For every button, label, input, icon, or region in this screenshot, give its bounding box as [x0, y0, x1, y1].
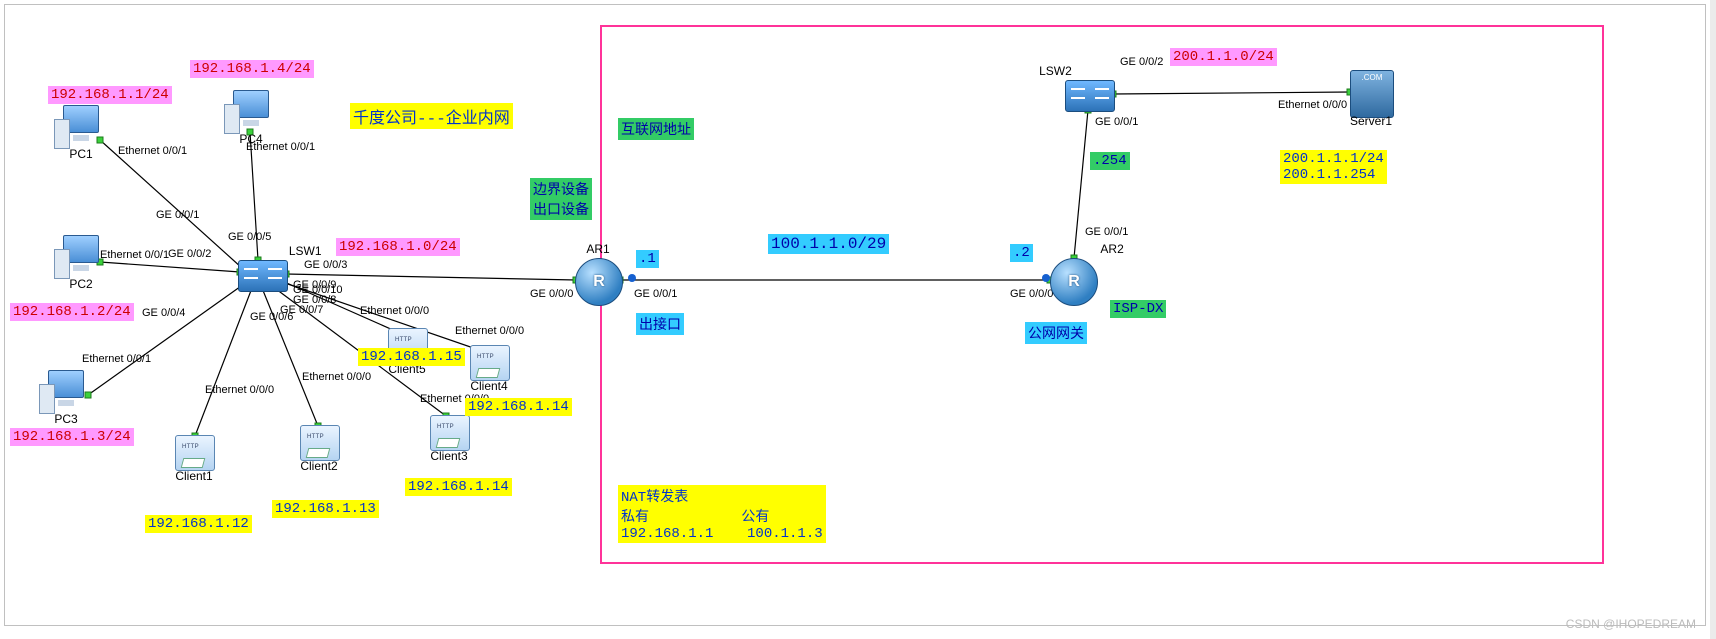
device-label: PC2 — [69, 277, 92, 291]
device-client2[interactable]: Client2 — [300, 425, 338, 459]
tag-edge-device: 边界设备 出口设备 — [530, 178, 592, 220]
tag-pc2-ip: 192.168.1.2/24 — [10, 303, 134, 321]
tag-dot1: .1 — [636, 250, 659, 268]
device-lsw2[interactable]: LSW2 — [1065, 80, 1113, 110]
tag-dot254: .254 — [1090, 152, 1130, 170]
device-label: LSW2 — [1039, 64, 1072, 78]
device-label: PC1 — [69, 147, 92, 161]
device-label: Client4 — [470, 379, 507, 393]
watermark: CSDN @IHOPEDREAM — [1566, 617, 1696, 631]
tag-nat-table: NAT转发表 私有 公有 192.168.1.1 100.1.1.3 — [618, 485, 826, 543]
device-client3[interactable]: Client3 — [430, 415, 468, 449]
scrollbar-hint — [1710, 0, 1716, 639]
device-label: PC3 — [54, 412, 77, 426]
tag-pc1-ip: 192.168.1.1/24 — [48, 86, 172, 104]
device-label: Client2 — [300, 459, 337, 473]
tag-server-ips: 200.1.1.1/24 200.1.1.254 — [1280, 150, 1387, 184]
tag-c1-ip: 192.168.1.12 — [145, 515, 252, 533]
device-label: LSW1 — [289, 244, 322, 258]
device-pc1[interactable]: PC1 — [60, 105, 102, 147]
tag-isp: ISP-DX — [1110, 300, 1166, 318]
tag-lan-net: 192.168.1.0/24 — [336, 238, 460, 256]
tag-dot2: .2 — [1010, 244, 1033, 262]
device-client1[interactable]: Client1 — [175, 435, 213, 469]
device-pc4[interactable]: PC4 — [230, 90, 272, 132]
device-label: Server1 — [1350, 114, 1392, 128]
device-label: AR1 — [586, 242, 609, 256]
tag-pc3-ip: 192.168.1.3/24 — [10, 428, 134, 446]
device-label: Client3 — [430, 449, 467, 463]
tag-c2-ip: 192.168.1.13 — [272, 500, 379, 518]
device-client4[interactable]: Client4 — [470, 345, 508, 379]
tag-c5-ip: 192.168.1.15 — [358, 348, 465, 366]
device-label: Client1 — [175, 469, 212, 483]
device-label: AR2 — [1100, 242, 1123, 256]
tag-gw: 公网网关 — [1025, 322, 1087, 344]
tag-c4-ip: 192.168.1.14 — [465, 398, 572, 416]
tag-intranet-title: 千度公司---企业内网 — [350, 103, 513, 129]
device-pc2[interactable]: PC2 — [60, 235, 102, 277]
device-pc3[interactable]: PC3 — [45, 370, 87, 412]
device-label: PC4 — [239, 132, 262, 146]
tag-out-if: 出接口 — [636, 313, 684, 335]
device-ar1[interactable]: AR1 — [575, 258, 621, 304]
device-lsw1[interactable]: LSW1 — [238, 260, 286, 290]
tag-pc4-ip: 192.168.1.4/24 — [190, 60, 314, 78]
tag-wan-net: 100.1.1.0/29 — [768, 234, 889, 254]
device-server1[interactable]: .COM Server1 — [1350, 70, 1392, 114]
device-ar2[interactable]: AR2 — [1050, 258, 1096, 304]
tag-internet-title: 互联网地址 — [618, 118, 694, 140]
tag-c3-ip: 192.168.1.14 — [405, 478, 512, 496]
tag-server-net: 200.1.1.0/24 — [1170, 48, 1277, 66]
